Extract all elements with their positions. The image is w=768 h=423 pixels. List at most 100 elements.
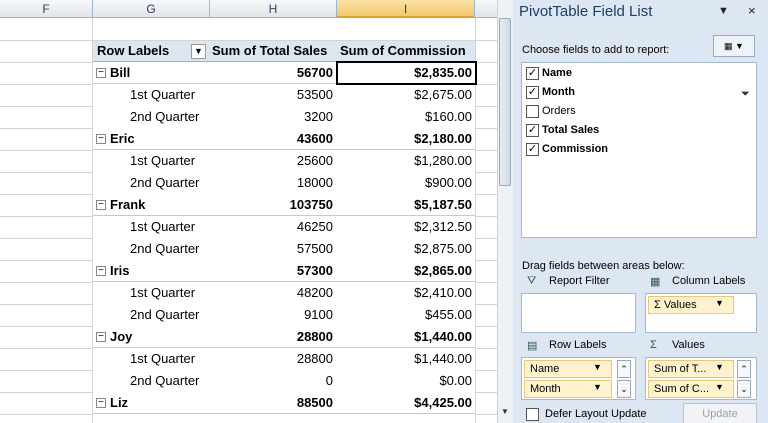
item-dropdown[interactable]: ▼ [715,298,724,308]
collapse-button[interactable]: − [96,266,106,276]
update-button[interactable]: Update [683,403,757,423]
field-checkbox[interactable] [526,105,539,118]
area-item[interactable]: Σ Values [648,296,734,314]
item-dropdown[interactable]: ▼ [715,382,724,392]
grid-line [0,282,93,283]
grid-line [475,414,497,415]
selected-cell[interactable] [336,61,477,85]
group-row-border [93,215,475,216]
grid-line [475,348,497,349]
move-button[interactable]: ⌃ [737,360,751,378]
collapse-button[interactable]: − [96,68,106,78]
commission-value: $1,440.00 [414,329,472,344]
sales-value: 46250 [296,219,333,234]
panel-menu[interactable]: ▼ [718,5,729,17]
commission-value: $0.00 [439,373,472,388]
area-box [521,293,636,333]
commission-value: $2,312.50 [414,219,472,234]
field-name: Commission [542,143,609,155]
sales-value: 18000 [296,175,333,190]
item-dropdown[interactable]: ▼ [715,362,724,372]
sales-value: 56700 [296,65,333,80]
pivot-header-cell: Sum of Commission [340,43,466,58]
column-header[interactable]: I [337,0,475,18]
commission-value: $2,835.00 [414,65,472,80]
pivot-header [93,41,475,62]
quarter-label: 2nd Quarter [130,109,200,124]
item-dropdown[interactable]: ▼ [593,382,602,392]
panel-title: PivotTable Field List [519,3,653,20]
field-name: Month [542,86,575,98]
grid-line [0,348,93,349]
field-checkbox[interactable]: ✓ [526,86,539,99]
grid-line [0,40,497,41]
grid-line [92,18,93,423]
collapse-button[interactable]: − [96,332,106,342]
group-row-border [93,149,475,150]
defer-label: Defer Layout Update [545,408,647,420]
collapse-button[interactable]: − [96,200,106,210]
grid-line [0,414,93,415]
column-header[interactable]: H [210,0,337,18]
sales-value: 0 [325,373,333,388]
quarter-label: 1st Quarter [130,87,196,102]
area-title: Row Labels [549,339,607,351]
scroll-thumb[interactable] [499,18,511,186]
field-checkbox[interactable]: ✓ [526,124,539,137]
area-title: Report Filter [549,275,610,287]
layout-button[interactable]: ▦ ▼ [713,35,755,57]
area-icon: ⛛ [527,275,537,287]
field-name: Total Sales [542,124,600,136]
sales-value: 25600 [296,153,333,168]
column-header[interactable]: G [93,0,210,18]
commission-value: $160.00 [425,109,472,124]
area-icon: Σ [650,339,657,351]
grid-line [475,326,497,327]
sales-value: 48200 [296,285,333,300]
grid-line [0,304,93,305]
move-button[interactable]: ⌃ [617,360,631,378]
grid-line [475,194,497,195]
move-button[interactable]: ⌄ [737,380,751,398]
sales-value: 3200 [304,109,333,124]
collapse-button[interactable]: − [96,398,106,408]
group-row-border [93,83,475,84]
quarter-label: 2nd Quarter [130,307,200,322]
area-item[interactable]: Month [524,380,612,398]
move-button[interactable]: ⌄ [617,380,631,398]
grid-line [0,62,93,63]
grid-line [0,326,93,327]
grid-line [475,84,497,85]
area-item[interactable]: Name [524,360,612,378]
grid-line [475,282,497,283]
column-header[interactable]: F [0,0,93,18]
scroll-arrow[interactable]: ▼ [501,407,509,416]
grid-line [0,150,93,151]
collapse-button[interactable]: − [96,134,106,144]
filter-dropdown[interactable]: ▼ [191,44,206,59]
area-item[interactable]: Sum of C... [648,380,734,398]
sales-value: 103750 [289,197,333,212]
grid-line [475,150,497,151]
defer-checkbox[interactable] [526,408,539,421]
grid-line [0,392,93,393]
grid-line [0,194,93,195]
pivot-header-cell: Sum of Total Sales [212,43,328,58]
quarter-label: 1st Quarter [130,219,196,234]
item-dropdown[interactable]: ▼ [593,362,602,372]
commission-value: $455.00 [425,307,472,322]
field-checkbox[interactable]: ✓ [526,67,539,80]
grid-line [0,106,93,107]
sales-value: 53500 [296,87,333,102]
panel-close[interactable]: × [748,3,756,18]
grid-line [0,128,93,129]
sales-value: 28800 [296,351,333,366]
sales-value: 28800 [296,329,333,344]
grid-line [475,62,497,63]
commission-value: $1,280.00 [414,153,472,168]
sales-value: 9100 [304,307,333,322]
area-item[interactable]: Sum of T... [648,360,734,378]
field-checkbox[interactable]: ✓ [526,143,539,156]
sales-value: 88500 [296,395,333,410]
